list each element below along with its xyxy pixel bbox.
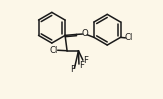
Text: F: F (79, 61, 84, 70)
Text: Cl: Cl (125, 33, 133, 42)
Text: F: F (71, 65, 75, 74)
Text: Cl: Cl (50, 46, 58, 55)
Text: O: O (82, 29, 88, 38)
Text: F: F (83, 56, 88, 65)
